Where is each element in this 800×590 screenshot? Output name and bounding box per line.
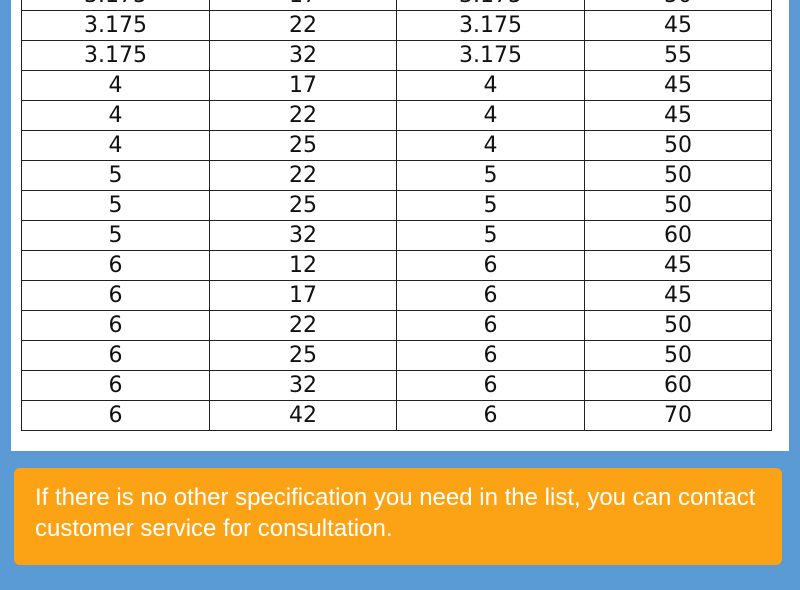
table-cell: 6: [396, 370, 585, 401]
table-cell: 6: [21, 280, 210, 311]
notice-text: If there is no other specification you n…: [35, 484, 756, 542]
table-cell: 3.175: [21, 0, 210, 11]
spec-table-panel: 3.175173.175503.175223.175453.175323.175…: [11, 0, 789, 451]
table-cell: 6: [396, 340, 585, 371]
table-cell: 45: [584, 280, 772, 311]
table-row: 6 42 6 70: [21, 400, 772, 431]
table-cell: 50: [584, 310, 772, 341]
table-cell: 12: [209, 250, 397, 281]
table-cell: 55: [584, 40, 772, 71]
table-cell: 3.175: [21, 10, 210, 41]
table-cell: 5: [21, 160, 210, 191]
table-cell: 60: [584, 370, 772, 401]
table-cell: 5: [396, 220, 585, 251]
table-cell: 3.175: [396, 0, 585, 11]
table-cell: 22: [209, 100, 397, 131]
table-cell: 22: [209, 310, 397, 341]
table-row: 6 32 6 60: [21, 370, 772, 401]
table-cell: 22: [209, 160, 397, 191]
table-cell: 17: [209, 280, 397, 311]
table-cell: 42: [209, 400, 397, 431]
table-cell: 25: [209, 130, 397, 161]
spec-table: 3.175173.175503.175223.175453.175323.175…: [21, 0, 772, 431]
table-cell: 50: [584, 130, 772, 161]
table-cell: 50: [584, 160, 772, 191]
table-cell: 5: [21, 220, 210, 251]
table-cell: 3.175: [396, 10, 585, 41]
table-cell: 6: [21, 310, 210, 341]
table-cell: 4: [21, 130, 210, 161]
notice-banner: If there is no other specification you n…: [14, 468, 782, 565]
table-cell: 4: [21, 100, 210, 131]
table-cell: 4: [21, 70, 210, 101]
table-cell: 6: [21, 370, 210, 401]
table-row: 6 25 6 50: [21, 340, 772, 371]
table-cell: 6: [396, 250, 585, 281]
table-cell: 6: [21, 400, 210, 431]
table-cell: 6: [396, 310, 585, 341]
table-cell: 50: [584, 340, 772, 371]
table-cell: 4: [396, 100, 585, 131]
table-cell: 4: [396, 70, 585, 101]
table-cell: 45: [584, 250, 772, 281]
table-row: 4 17 4 45: [21, 70, 772, 101]
table-cell: 3.175: [396, 40, 585, 71]
table-cell: 5: [396, 190, 585, 221]
table-cell: 22: [209, 10, 397, 41]
table-row: 3.175173.17550: [21, 0, 772, 11]
table-cell: 50: [584, 190, 772, 221]
table-row: 3.175 32 3.175 55: [21, 40, 772, 71]
table-row: 6 12 6 45: [21, 250, 772, 281]
table-cell: 32: [209, 370, 397, 401]
table-cell: 60: [584, 220, 772, 251]
table-cell: 3.175: [21, 40, 210, 71]
table-cell: 17: [209, 70, 397, 101]
table-cell: 17: [209, 0, 397, 11]
table-cell: 5: [396, 160, 585, 191]
table-cell: 45: [584, 70, 772, 101]
table-cell: 25: [209, 190, 397, 221]
table-cell: 70: [584, 400, 772, 431]
table-row: 3.175 22 3.175 45: [21, 10, 772, 41]
table-cell: 6: [396, 280, 585, 311]
table-row: 5 25 5 50: [21, 190, 772, 221]
table-cell: 50: [584, 0, 772, 11]
table-cell: 6: [21, 250, 210, 281]
table-cell: 25: [209, 340, 397, 371]
table-cell: 5: [21, 190, 210, 221]
table-row: 6 17 6 45: [21, 280, 772, 311]
table-cell: 32: [209, 40, 397, 71]
table-row: 5 22 5 50: [21, 160, 772, 191]
table-row: 6 22 6 50: [21, 310, 772, 341]
table-row: 5 32 5 60: [21, 220, 772, 251]
table-cell: 6: [396, 400, 585, 431]
table-row: 4 22 4 45: [21, 100, 772, 131]
table-row: 4 25 4 50: [21, 130, 772, 161]
table-cell: 4: [396, 130, 585, 161]
table-cell: 45: [584, 10, 772, 41]
table-cell: 6: [21, 340, 210, 371]
table-cell: 32: [209, 220, 397, 251]
table-cell: 45: [584, 100, 772, 131]
